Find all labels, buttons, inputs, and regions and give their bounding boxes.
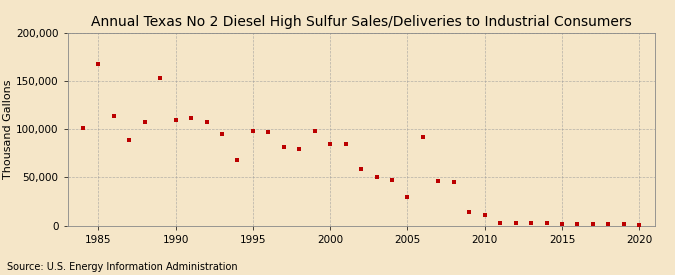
Point [232,158,243,162]
Point [634,222,645,227]
Point [510,220,521,225]
Point [109,114,119,118]
Point [541,220,552,225]
Point [294,146,304,151]
Point [340,141,351,146]
Point [603,221,614,226]
Point [557,221,568,226]
Point [93,62,104,66]
Point [387,178,398,183]
Point [464,210,475,214]
Point [124,138,135,142]
Title: Annual Texas No 2 Diesel High Sulfur Sales/Deliveries to Industrial Consumers: Annual Texas No 2 Diesel High Sulfur Sal… [90,15,632,29]
Point [248,129,259,133]
Point [217,132,227,136]
Point [325,141,335,146]
Point [356,166,367,171]
Point [139,119,150,124]
Point [618,221,629,226]
Point [279,144,290,149]
Point [418,135,429,139]
Point [448,180,459,184]
Point [433,179,443,183]
Point [78,126,88,130]
Point [479,213,490,217]
Point [371,175,382,180]
Point [170,117,181,122]
Point [186,116,196,120]
Point [495,220,506,225]
Point [309,129,320,133]
Text: Source: U.S. Energy Information Administration: Source: U.S. Energy Information Administ… [7,262,238,272]
Point [572,221,583,226]
Point [587,221,598,226]
Point [402,194,413,199]
Y-axis label: Thousand Gallons: Thousand Gallons [3,79,13,179]
Point [263,130,274,134]
Point [201,119,212,124]
Point [155,76,165,80]
Point [526,220,537,225]
